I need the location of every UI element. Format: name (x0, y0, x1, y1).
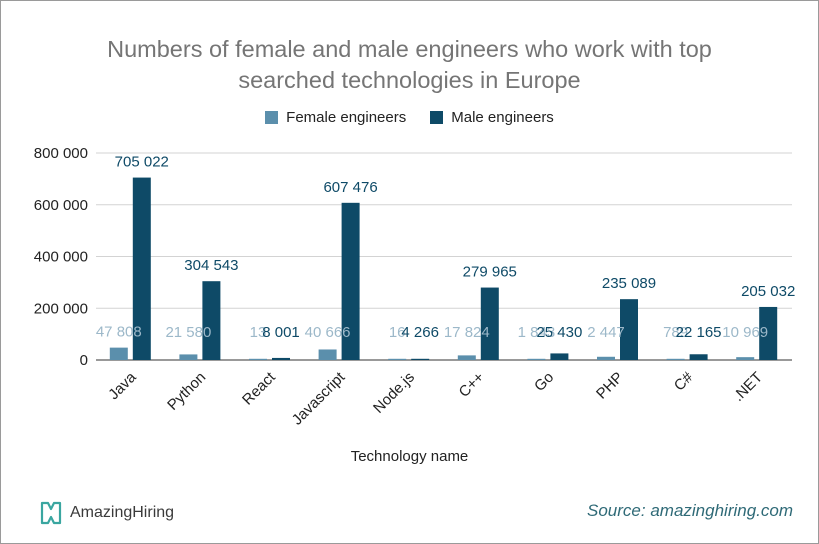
legend-swatch-female (265, 111, 279, 124)
bar-female-c (666, 358, 685, 360)
legend-label-female: Female engineers (286, 109, 407, 126)
data-label-male: 205 032 (741, 283, 795, 300)
x-tick-label: PHP (593, 369, 627, 403)
legend-label-male: Male engineers (451, 109, 554, 126)
y-tick-label: 200 000 (34, 300, 88, 317)
bar-female-react (249, 358, 267, 360)
data-label-male: 8 001 (262, 324, 300, 341)
bar-female-python (179, 354, 198, 360)
data-label-female: 13 (250, 324, 267, 341)
bar-male-c (480, 287, 499, 360)
data-label-female: 10 969 (722, 324, 768, 341)
x-tick-label: .NET (730, 369, 766, 405)
y-tick-label: 600 000 (34, 197, 88, 214)
chart-title-line-2: searched technologies in Europe (238, 67, 581, 93)
x-tick-label: Javascript (289, 368, 349, 428)
brand-logo: AmazingHiring (40, 500, 174, 526)
source-note: Source: amazinghiring.com (587, 501, 793, 520)
y-tick-label: 0 (80, 352, 88, 369)
data-label-male: 4 266 (401, 324, 439, 341)
data-label-female: 1 843 (518, 324, 556, 341)
data-label-female: 47 808 (96, 324, 142, 341)
data-label-male: 607 476 (323, 179, 377, 196)
x-tick-label: Java (105, 368, 140, 403)
data-label-male: 235 089 (602, 275, 656, 292)
x-tick-label: Node.js (370, 369, 418, 417)
data-label-female: 21 580 (165, 324, 211, 341)
bar-male-nodejs (411, 358, 430, 360)
data-label-female: 789 (663, 324, 688, 341)
x-axis-title: Technology name (350, 448, 469, 465)
x-tick-label: C++ (456, 369, 488, 401)
chart-title-line-1: Numbers of female and male engineers who… (107, 36, 712, 62)
legend-swatch-male (430, 111, 444, 124)
bar-male-go (550, 353, 569, 360)
data-label-female: 40 666 (305, 324, 351, 341)
x-tick-label: Go (531, 369, 557, 395)
chart-title: Numbers of female and male engineers who… (0, 34, 819, 96)
data-label-female: 16 (389, 324, 406, 341)
bar-female-net (736, 357, 755, 360)
bar-female-php (597, 356, 615, 360)
bar-male-javascript (341, 202, 360, 360)
x-tick-label: React (239, 368, 279, 408)
data-label-male: 25 430 (536, 324, 582, 341)
bar-female-java (109, 347, 128, 360)
y-tick-label: 400 000 (34, 249, 88, 266)
legend-item-male: Male engineers (430, 109, 554, 126)
data-label-female: 17 824 (444, 324, 490, 341)
chart-legend: Female engineers Male engineers (0, 109, 819, 126)
data-label-female: 2 447 (587, 324, 625, 341)
data-label-male: 279 965 (463, 264, 517, 281)
bar-female-c (457, 355, 476, 360)
bar-male-python (202, 281, 221, 360)
bar-male-java (132, 177, 151, 360)
bar-female-nodejs (388, 358, 407, 360)
bar-male-net (759, 306, 778, 360)
data-label-male: 22 165 (676, 324, 722, 341)
data-label-male: 304 543 (184, 257, 238, 274)
bar-male-c (689, 354, 708, 360)
x-tick-label: Python (164, 369, 209, 414)
amazinghiring-logo-icon (40, 501, 62, 525)
bar-female-javascript (318, 349, 337, 360)
bar-male-react (272, 357, 290, 360)
data-label-male: 705 022 (115, 154, 169, 171)
x-tick-label: C# (671, 368, 697, 394)
y-tick-label: 800 000 (34, 145, 88, 162)
brand-name: AmazingHiring (70, 504, 175, 521)
legend-item-female: Female engineers (265, 109, 406, 126)
bar-female-go (527, 358, 546, 360)
bar-male-php (620, 299, 638, 360)
